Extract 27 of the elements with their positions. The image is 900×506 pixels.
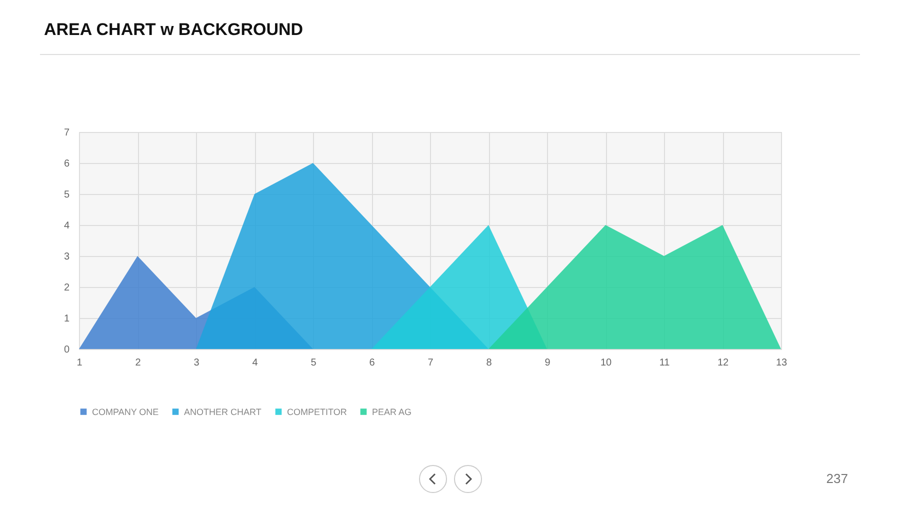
x-tick-label: 2	[135, 358, 142, 368]
x-tick-label: 1	[76, 358, 83, 368]
y-tick-label: 5	[64, 190, 70, 200]
x-tick-label: 8	[486, 358, 492, 368]
x-tick-label: 7	[428, 358, 434, 368]
y-tick-label: 1	[64, 314, 70, 324]
x-tick-label: 4	[252, 358, 258, 368]
y-tick-label: 4	[64, 220, 70, 232]
x-tick-label: 9	[544, 358, 551, 368]
legend-label: COMPETITOR	[287, 406, 348, 417]
x-tick-label: 5	[310, 358, 317, 368]
legend-label: COMPANY ONE	[92, 406, 159, 417]
legend-label: PEAR AG	[372, 406, 412, 417]
x-tick-label: 13	[776, 358, 788, 368]
x-tick-label: 11	[659, 358, 670, 368]
chart-title: AREA CHART w BACKGROUND	[44, 20, 304, 40]
x-tick-label: 6	[369, 358, 376, 368]
y-tick-label: 6	[64, 158, 70, 170]
y-tick-label: 0	[64, 344, 70, 356]
y-tick-label: 3	[64, 252, 70, 262]
x-tick-label: 10	[600, 358, 612, 368]
y-tick-label: 2	[64, 282, 70, 294]
legend-label: ANOTHER CHART	[184, 406, 262, 417]
x-tick-label: 3	[194, 358, 200, 368]
x-tick-label: 12	[717, 358, 729, 368]
text: 237	[826, 471, 848, 486]
y-tick-label: 7	[64, 128, 70, 138]
